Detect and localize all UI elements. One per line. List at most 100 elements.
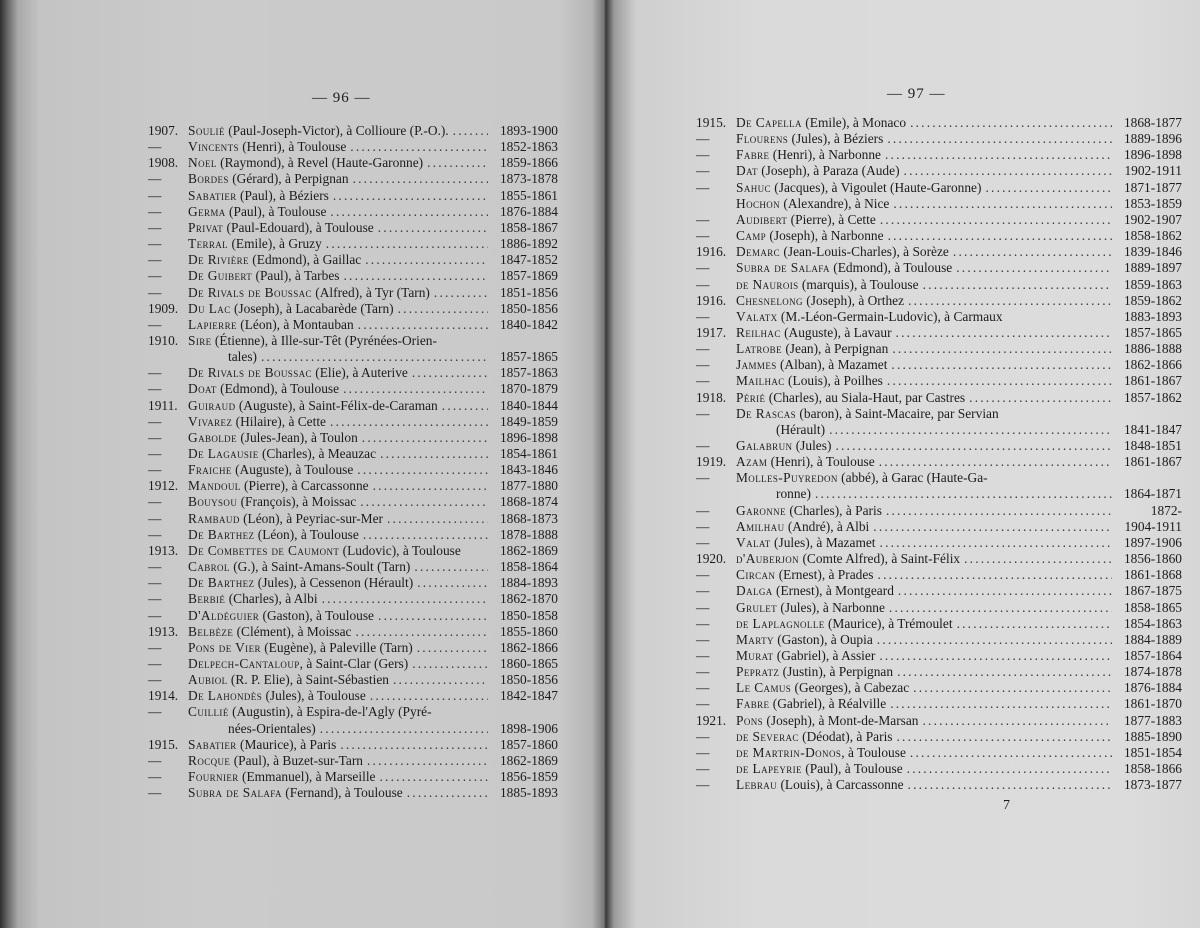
left-page: — 96 — 1907. Soulié (Paul-Joseph-Victor),…	[0, 0, 606, 928]
entry-year: 1919.	[696, 454, 727, 470]
entry-details: (Léon), à Montauban	[236, 316, 354, 332]
dot-leader	[910, 115, 1112, 131]
entry-dates: 1896-1898	[499, 429, 558, 445]
entry-details: nées-Orientales)	[228, 720, 316, 736]
entry-dates: 1858-1865	[1123, 599, 1182, 615]
entry-details: tales)	[228, 349, 257, 365]
list-item: — Marty (Gaston), à Oupia 1884-1889	[696, 632, 1182, 648]
entry-dates: 1889-1896	[1123, 131, 1182, 147]
entry-dates: 1857-1862	[1123, 389, 1182, 405]
entry-name: Le Camus (Georges), à Cabezac	[736, 680, 909, 696]
dot-leader	[957, 616, 1112, 632]
list-item: — Jammes (Alban), à Mazamet 1862-1866	[696, 357, 1182, 373]
entry-dates: 1902-1911	[1124, 163, 1182, 179]
entry-surname: Dat	[736, 163, 758, 179]
entry-dates: 1874-1878	[1123, 664, 1182, 680]
entry-year: —	[696, 163, 710, 179]
entry-details: (Léon), à Peyriac-sur-Mer	[239, 510, 383, 526]
list-item: — D'Aldéguier (Gaston), à Toulouse 1850-18…	[148, 608, 558, 624]
entry-name: De Barthez (Jules), à Cessenon (Hérault)	[188, 575, 413, 591]
entry-year: —	[696, 647, 710, 663]
entry-surname: Du Lac	[188, 300, 231, 316]
entry-details: (Fernand), à Toulouse	[281, 785, 403, 801]
entry-surname: Latrobe	[736, 341, 782, 357]
entry-surname: Sabatier	[188, 187, 237, 203]
entry-details: (Auguste), à Saint-Félix-de-Caraman	[235, 397, 438, 413]
entry-surname: De Barthez	[188, 575, 255, 591]
entry-surname: d'Auberjon	[736, 551, 800, 567]
entry-dates: 1851-1854	[1123, 744, 1182, 760]
dot-leader	[908, 777, 1112, 793]
entry-name: Belbèze (Clément), à Moissac	[188, 624, 352, 640]
list-item: ronne) 1864-1871	[696, 486, 1182, 502]
dot-leader	[442, 398, 488, 414]
dot-leader	[350, 139, 488, 155]
entry-details: (Augustin), à Espira-de-l'Agly (Pyré-	[228, 704, 432, 720]
dot-leader	[362, 430, 488, 446]
list-item: — Valatx (M.-Léon-Germain-Ludovic), à Car…	[696, 309, 1182, 325]
entry-surname: De Lagausie	[188, 446, 259, 461]
list-item: — Aubiol (R. P. Elie), à Saint-Sébastien 1…	[148, 672, 558, 688]
dot-leader	[326, 236, 488, 252]
entry-name: Bouysou (François), à Moissac	[188, 494, 356, 510]
list-item: — Gabolde (Jules-Jean), à Toulon 1896-1898	[148, 430, 558, 446]
dot-leader	[434, 285, 488, 301]
entry-name: Dalga (Ernest), à Montgeard	[736, 583, 894, 599]
entry-name: Aubiol (R. P. Elie), à Saint-Sébastien	[188, 672, 389, 688]
entry-year: 1912.	[148, 478, 179, 494]
entry-year: —	[696, 502, 710, 518]
entry-dates: 1850-1856	[499, 300, 558, 316]
entry-name: Murat (Gabriel), à Assier	[736, 648, 875, 664]
entry-year: —	[696, 341, 710, 357]
entry-dates: 1876-1884	[1123, 680, 1182, 696]
dot-leader	[956, 260, 1112, 276]
dot-leader	[835, 438, 1112, 454]
entry-dates: 1862-1869	[499, 542, 558, 558]
entry-details: (abbé), à Garac (Haute-Ga-	[837, 470, 988, 486]
entry-dates: 1841-1847	[1123, 421, 1182, 437]
entry-name: de Naurois (marquis), à Toulouse	[736, 277, 919, 293]
entry-year: —	[148, 171, 162, 187]
entry-name: Camp (Joseph), à Narbonne	[736, 228, 884, 244]
entry-year: —	[148, 446, 162, 461]
entry-name: Mailhac (Louis), à Poilhes	[736, 373, 883, 389]
entry-surname: De Rivals de Boussac	[188, 284, 312, 300]
list-item: — Mailhac (Louis), à Poilhes 1861-1867	[696, 373, 1182, 389]
list-item: — De Lagausie (Charles), à Meauzac 1854-18…	[148, 446, 558, 462]
entry-details: (Charles), au Siala-Haut, par Castres	[765, 389, 966, 405]
list-item: — Berbié (Charles), à Albi 1862-1870	[148, 591, 558, 607]
entry-dates: 1896-1898	[1123, 147, 1182, 163]
entry-year: —	[148, 526, 162, 542]
entry-dates: 1861-1868	[1123, 567, 1182, 583]
entry-year: —	[696, 260, 710, 276]
entry-details: (Déodat), à Paris	[798, 728, 893, 744]
entry-surname: de Naurois	[736, 276, 799, 292]
entry-details: (Gabriel), à Réalville	[769, 696, 887, 712]
entry-year: 1913.	[148, 542, 179, 558]
entry-dates: 1868-1877	[1123, 115, 1182, 130]
entry-year: —	[696, 680, 710, 696]
dot-leader	[363, 527, 488, 543]
dot-leader	[913, 680, 1112, 696]
entry-name: tales)	[188, 349, 257, 365]
entry-surname: Pons de Vier	[188, 639, 261, 655]
entry-name: ronne)	[736, 486, 811, 502]
entry-details: (Paul), à Béziers	[236, 187, 329, 203]
list-item: — Dat (Joseph), à Paraza (Aude) 1902-1911	[696, 163, 1182, 179]
page-number: — 96 —	[312, 90, 371, 106]
entry-dates: 1904-1911	[1124, 518, 1182, 534]
list-item: 1921. Pons (Joseph), à Mont-de-Marsan 1877…	[696, 713, 1182, 729]
list-item: — Fournier (Emmanuel), à Marseille 1856-18…	[148, 769, 558, 785]
entry-details: (François), à Moissac	[237, 494, 357, 510]
entry-details: (Paul), à Toulouse	[225, 203, 327, 219]
entry-dates: 1855-1860	[499, 623, 558, 639]
entry-name: Chesnelong (Joseph), à Orthez	[736, 293, 904, 309]
entry-dates: 1871-1877	[1123, 179, 1182, 195]
entry-details: (Alexandre), à Nice	[780, 195, 890, 211]
entry-dates: 1858-1864	[499, 559, 558, 575]
dot-leader	[910, 745, 1112, 761]
entry-name: Valatx (M.-Léon-Germain-Ludovic), à Carm…	[736, 309, 1003, 325]
entry-surname: Bouysou	[188, 494, 238, 510]
entry-year: —	[696, 357, 710, 373]
entry-surname: Demarc	[736, 244, 781, 260]
